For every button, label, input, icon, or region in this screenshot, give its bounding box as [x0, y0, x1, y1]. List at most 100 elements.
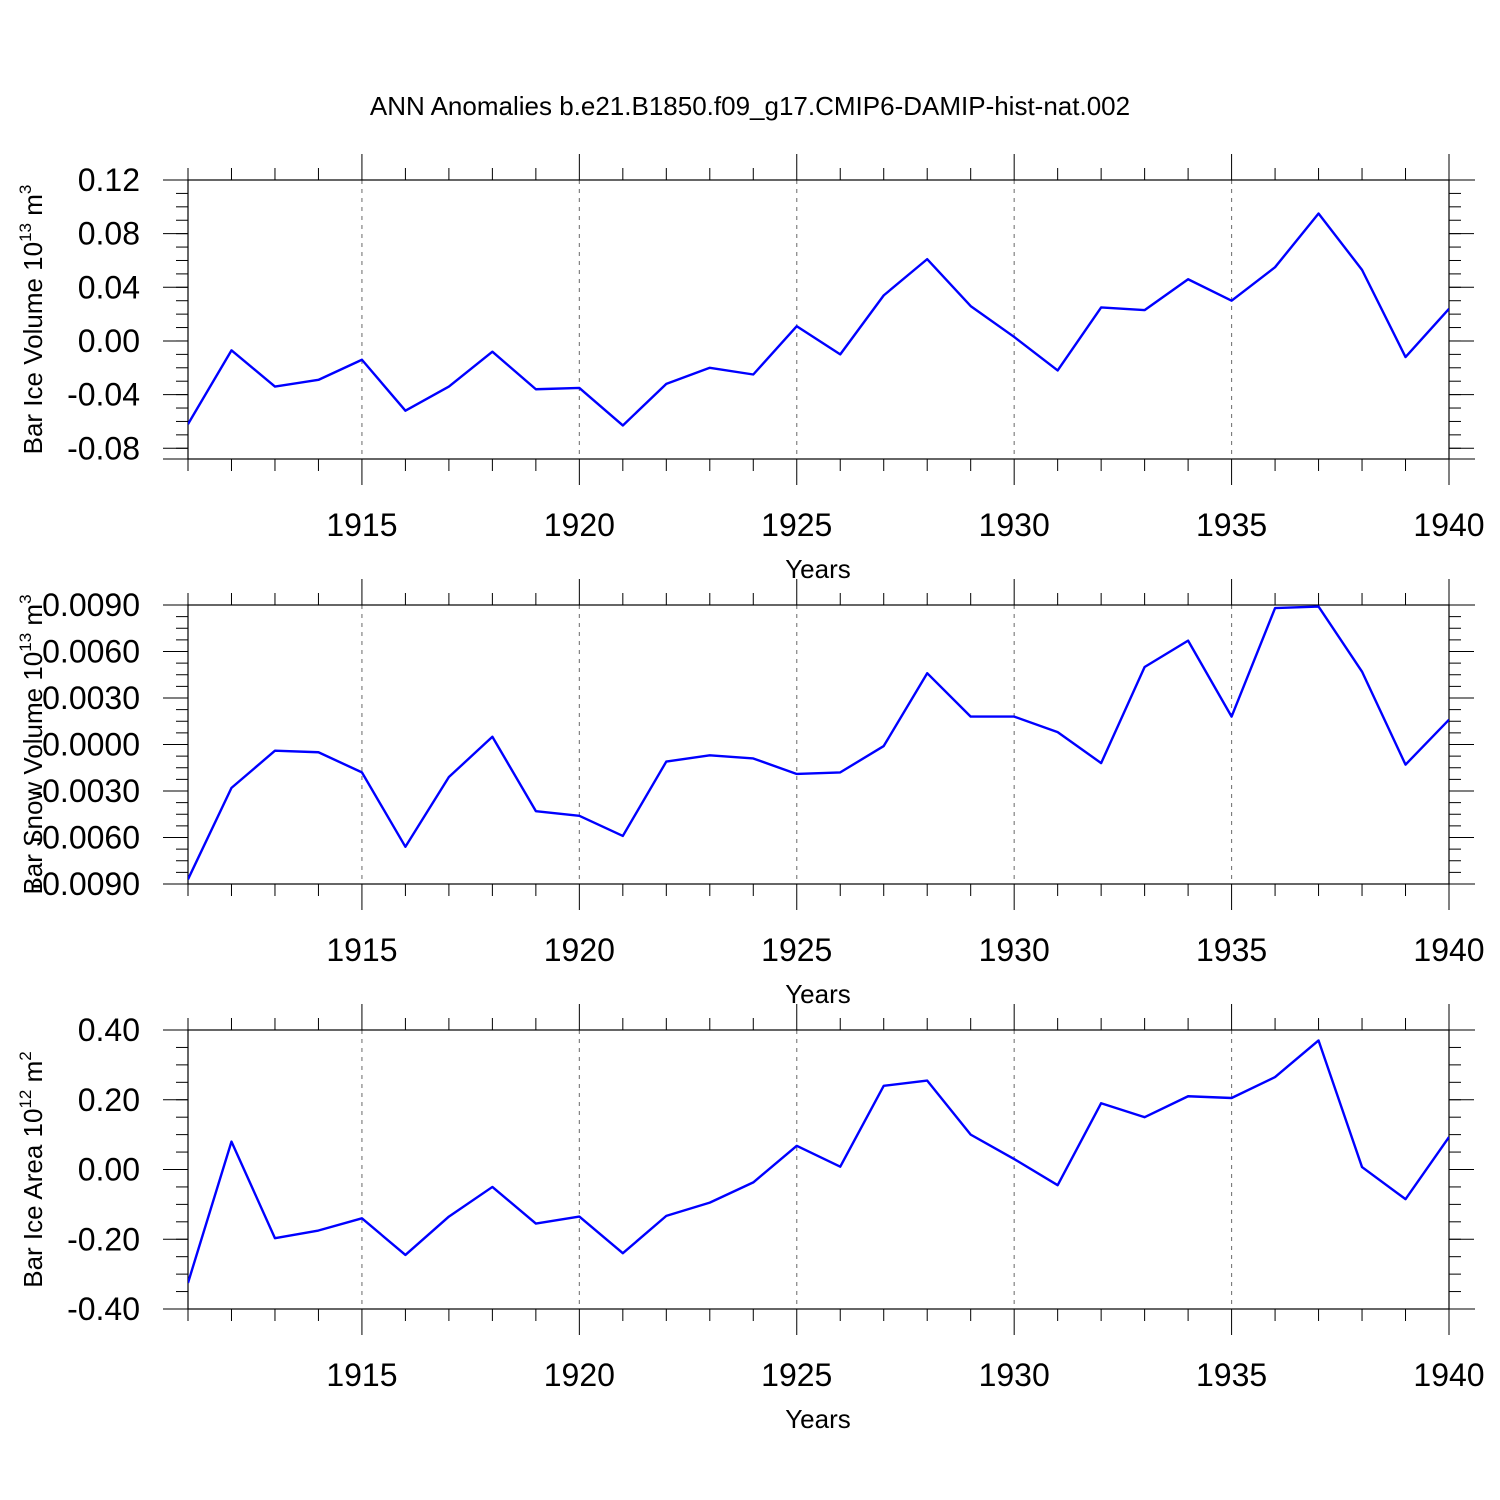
data-point [1404, 1197, 1408, 1201]
data-point [925, 671, 929, 675]
y-tick-label: 0.04 [78, 269, 140, 305]
x-tick-label: 1925 [761, 507, 832, 543]
y-tick-label: 0.0090 [42, 587, 140, 623]
data-point [1143, 308, 1147, 312]
data-point [1317, 1038, 1321, 1042]
y-tick-label: 0.08 [78, 216, 140, 252]
data-point [838, 1165, 842, 1169]
x-tick-label: 1925 [761, 1357, 832, 1393]
y-tick-label: -0.0060 [31, 820, 140, 856]
data-point [621, 834, 625, 838]
data-point [534, 387, 538, 391]
data-point [1230, 715, 1234, 719]
data-point [273, 749, 277, 753]
x-tick-label: 1935 [1196, 1357, 1267, 1393]
x-tick-label: 1920 [544, 1357, 615, 1393]
x-axis-label: Years [785, 1404, 851, 1434]
data-point [403, 1253, 407, 1257]
x-tick-label: 1920 [544, 932, 615, 968]
data-point [360, 358, 364, 362]
data-point [1230, 299, 1234, 303]
data-point [273, 1236, 277, 1240]
data-point [1273, 1075, 1277, 1079]
data-point [447, 775, 451, 779]
data-point [186, 422, 190, 426]
data-point [1447, 718, 1451, 722]
x-tick-label: 1935 [1196, 507, 1267, 543]
y-tick-label: -0.20 [67, 1221, 140, 1257]
data-point [795, 324, 799, 328]
panel-3: 0.40 0.20 0.00 -0.20 -0.40 1915 1920 1925 1930 19… [16, 1004, 1485, 1434]
y-tick-label: 0.0030 [42, 680, 140, 716]
data-point [1143, 665, 1147, 669]
panel-1: 0.12 0.08 0.04 0.00 -0.04 -0.08 1915 1920 1925 19… [16, 154, 1485, 584]
x-tick-label: 1930 [979, 1357, 1050, 1393]
x-tick-label: 1940 [1413, 932, 1484, 968]
data-point [795, 772, 799, 776]
data-point [316, 750, 320, 754]
data-point [1273, 606, 1277, 610]
data-point [751, 1180, 755, 1184]
data-point [403, 409, 407, 413]
y-tick-label: -0.0090 [31, 866, 140, 902]
y-axis-label: Bar Snow Volume 1013 m3 [16, 594, 48, 894]
y-tick-label: 0.00 [78, 1152, 140, 1188]
x-tick-label: 1915 [326, 1357, 397, 1393]
data-point [1273, 265, 1277, 269]
data-point [664, 1214, 668, 1218]
y-tick-label: 0.20 [78, 1082, 140, 1118]
x-tick-label: 1940 [1413, 1357, 1484, 1393]
x-axis-label: Years [785, 979, 851, 1009]
y-tick-label: -0.04 [67, 377, 140, 413]
data-point [577, 814, 581, 818]
x-axis-label: Years [785, 554, 851, 584]
x-tick-label: 1930 [979, 932, 1050, 968]
data-point [229, 348, 233, 352]
data-point [360, 1216, 364, 1220]
y-tick-label: -0.40 [67, 1291, 140, 1327]
y-tick-label: 0.0060 [42, 634, 140, 670]
y-tick-label: 0.40 [78, 1012, 140, 1048]
data-point [1360, 1165, 1364, 1169]
data-point [534, 1222, 538, 1226]
x-tick-label: 1920 [544, 507, 615, 543]
data-point [577, 1215, 581, 1219]
data-point [316, 378, 320, 382]
data-point [447, 1215, 451, 1219]
data-point [1404, 355, 1408, 359]
data-point [229, 1140, 233, 1144]
y-axis-label: Bar Ice Volume 1013 m3 [16, 185, 48, 455]
series-line [188, 212, 1449, 427]
chart-title: ANN Anomalies b.e21.B1850.f09_g17.CMIP6-… [370, 91, 1130, 121]
data-point [490, 350, 494, 354]
data-point [316, 1229, 320, 1233]
data-point [838, 352, 842, 356]
y-tick-label: 0.00 [78, 323, 140, 359]
data-point [1317, 605, 1321, 609]
data-point [186, 1281, 190, 1285]
data-point [273, 385, 277, 389]
data-point [969, 1133, 973, 1137]
x-tick-label: 1925 [761, 932, 832, 968]
data-point [1099, 761, 1103, 765]
x-tick-label: 1940 [1413, 507, 1484, 543]
data-point [882, 1084, 886, 1088]
y-tick-label: 0.12 [78, 162, 140, 198]
plot-frame [187, 179, 1450, 460]
data-point [1099, 1101, 1103, 1105]
data-point [403, 845, 407, 849]
y-tick-label: -0.0030 [31, 773, 140, 809]
series-line [188, 605, 1449, 880]
data-point [1012, 1157, 1016, 1161]
y-axis-label: Bar Ice Area 1012 m2 [16, 1051, 48, 1288]
data-point [534, 809, 538, 813]
data-point [1099, 305, 1103, 309]
data-point [751, 372, 755, 376]
panels: 0.12 0.08 0.04 0.00 -0.04 -0.08 1915 1920 1925 19… [16, 154, 1485, 1434]
data-point [708, 1201, 712, 1205]
data-point [969, 304, 973, 308]
data-point [447, 385, 451, 389]
x-tick-label: 1915 [326, 932, 397, 968]
data-point [621, 423, 625, 427]
